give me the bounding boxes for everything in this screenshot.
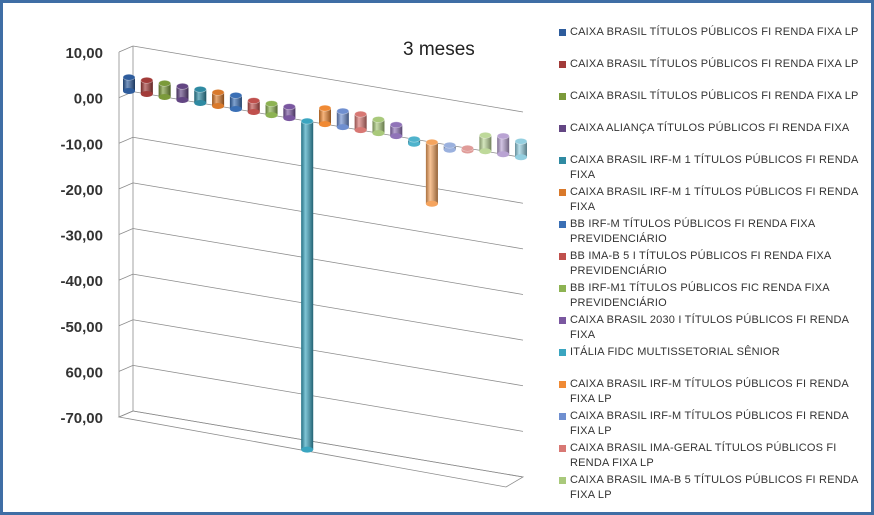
legend-item: BB IRF-M1 TÍTULOS PÚBLICOS FIC RENDA FIX…: [558, 281, 863, 313]
legend-swatch: [559, 61, 566, 68]
legend-swatch: [559, 157, 566, 164]
legend-item: CAIXA BRASIL TÍTULOS PÚBLICOS FI RENDA F…: [558, 25, 863, 57]
bar: [443, 141, 457, 153]
legend-label: BB IMA-B 5 I TÍTULOS PÚBLICOS FI RENDA F…: [570, 250, 831, 277]
legend-item: CAIXA BRASIL TÍTULOS PÚBLICOS FI RENDA F…: [558, 89, 863, 121]
y-tick-label: -70,00: [60, 410, 103, 427]
gridline-wall: [118, 273, 134, 281]
gridline-wall: [118, 228, 134, 235]
bar: [479, 131, 492, 155]
legend-label: BB IRF-M TÍTULOS PÚBLICOS FI RENDA FIXA …: [570, 218, 815, 245]
legend-item: BB IRF-M TÍTULOS PÚBLICOS FI RENDA FIXA …: [558, 217, 863, 249]
bar: [407, 135, 421, 147]
legend-label: CAIXA BRASIL TÍTULOS PÚBLICOS FI RENDA F…: [570, 58, 859, 70]
bar: [283, 103, 296, 122]
legend-swatch: [559, 381, 566, 388]
legend-swatch: [559, 285, 566, 292]
legend-item: CAIXA BRASIL IMA-B 5 TÍTULOS PÚBLICOS FI…: [558, 473, 863, 505]
y-tick-label: -50,00: [60, 319, 103, 336]
y-tick-label: -30,00: [60, 228, 103, 245]
legend-label: BB IRF-M1 TÍTULOS PÚBLICOS FIC RENDA FIX…: [570, 282, 830, 309]
gridline: [132, 182, 524, 250]
legend-label: CAIXA BRASIL IMA-B 5 TÍTULOS PÚBLICOS FI…: [570, 474, 858, 501]
legend-label: CAIXA BRASIL IRF-M 1 TÍTULOS PÚBLICOS FI…: [570, 154, 858, 181]
bar: [389, 121, 403, 140]
bar: [425, 138, 439, 207]
gridline: [132, 45, 524, 113]
gridline: [132, 364, 524, 432]
legend-swatch: [559, 29, 566, 36]
y-tick-label: -40,00: [60, 273, 103, 290]
bar: [158, 79, 171, 100]
bar: [300, 117, 314, 453]
legend-item: CAIXA BRASIL TÍTULOS PÚBLICOS FI RENDA F…: [558, 57, 863, 89]
bar: [514, 138, 528, 161]
bar: [496, 132, 510, 158]
bar: [372, 116, 385, 137]
legend-label: CAIXA BRASIL IRF-M TÍTULOS PÚBLICOS FI R…: [570, 410, 849, 437]
legend-label: ITÁLIA FIDC MULTISSETORIAL SÊNIOR: [570, 346, 780, 358]
legend-item: CAIXA ALIANÇA TÍTULOS PÚBLICOS FI RENDA …: [558, 121, 863, 153]
legend-swatch: [559, 189, 566, 196]
bar: [247, 97, 261, 116]
gridline-wall: [118, 136, 134, 144]
bar: [229, 92, 243, 113]
legend-swatch: [559, 93, 566, 100]
bar: [122, 73, 136, 94]
legend-label: CAIXA BRASIL IRF-M TÍTULOS PÚBLICOS FI R…: [570, 378, 849, 405]
legend-item: CAIXA BRASIL 2030 I TÍTULOS PÚBLICOS FI …: [558, 313, 863, 345]
bar: [211, 89, 225, 110]
legend-swatch: [559, 253, 566, 260]
legend-label: CAIXA BRASIL IRF-M 1 TÍTULOS PÚBLICOS FI…: [570, 186, 858, 213]
gridline: [132, 228, 524, 295]
legend-item: CAIXA BRASIL IRF-M TÍTULOS PÚBLICOS FI R…: [558, 409, 863, 441]
legend-swatch: [559, 221, 566, 228]
bar: [318, 104, 332, 128]
gridline-wall: [118, 365, 134, 372]
legend-label: CAIXA BRASIL TÍTULOS PÚBLICOS FI RENDA F…: [570, 26, 859, 38]
floor-outline: [117, 410, 525, 488]
chart-title: 3 meses: [403, 39, 475, 60]
y-tick-label: 10,00: [65, 45, 103, 62]
gridline-wall: [118, 182, 134, 190]
y-axis-tick-labels: 10,00 0,00 -10,00 -20,00 -30,00 -40,00 -50,00 6…: [60, 45, 103, 427]
legend-label: CAIXA BRASIL 2030 I TÍTULOS PÚBLICOS FI …: [570, 314, 849, 341]
legend-label: CAIXA ALIANÇA TÍTULOS PÚBLICOS FI RENDA …: [570, 122, 850, 134]
legend-item: ITÁLIA FIDC MULTISSETORIAL SÊNIOR: [558, 345, 863, 377]
bar: [336, 107, 350, 131]
bar: [265, 100, 278, 119]
legend-item: CAIXA BRASIL IRF-M TÍTULOS PÚBLICOS FI R…: [558, 377, 863, 409]
legend-item: CAIXA BRASIL IRF-M 1 TÍTULOS PÚBLICOS FI…: [558, 153, 863, 185]
y-tick-label: 60,00: [65, 364, 103, 381]
legend-swatch: [559, 413, 566, 420]
y-tick-label: -10,00: [60, 136, 103, 153]
gridline-wall: [118, 45, 134, 53]
legend-item: BB IMA-B 5 I TÍTULOS PÚBLICOS FI RENDA F…: [558, 249, 863, 281]
legend-swatch: [559, 349, 566, 356]
bar: [140, 76, 154, 97]
legend-label: CAIXA BRASIL TÍTULOS PÚBLICOS FI RENDA F…: [570, 90, 859, 102]
legend-swatch: [559, 317, 566, 324]
gridline: [132, 319, 524, 387]
y-tick-label: 0,00: [74, 91, 103, 108]
bar: [176, 83, 189, 103]
bar: [461, 144, 474, 154]
legend-item: CAIXA BRASIL IMA-GERAL TÍTULOS PÚBLICOS …: [558, 441, 863, 473]
legend-swatch: [559, 477, 566, 484]
gridline: [132, 273, 524, 341]
legend-label: CAIXA BRASIL IMA-GERAL TÍTULOS PÚBLICOS …: [570, 442, 837, 469]
chart-legend: CAIXA BRASIL TÍTULOS PÚBLICOS FI RENDA F…: [558, 25, 863, 505]
bar: [193, 86, 207, 107]
legend-item: CAIXA BRASIL IRF-M 1 TÍTULOS PÚBLICOS FI…: [558, 185, 863, 217]
gridline: [132, 136, 524, 204]
legend-swatch: [559, 125, 566, 132]
bar-series: [122, 73, 528, 453]
chart-plot-area: 10,00 0,00 -10,00 -20,00 -30,00 -40,00 -50,00 6…: [60, 39, 528, 488]
y-tick-label: -20,00: [60, 182, 103, 199]
gridline-wall: [118, 319, 134, 327]
bar: [354, 110, 367, 134]
legend-swatch: [559, 445, 566, 452]
